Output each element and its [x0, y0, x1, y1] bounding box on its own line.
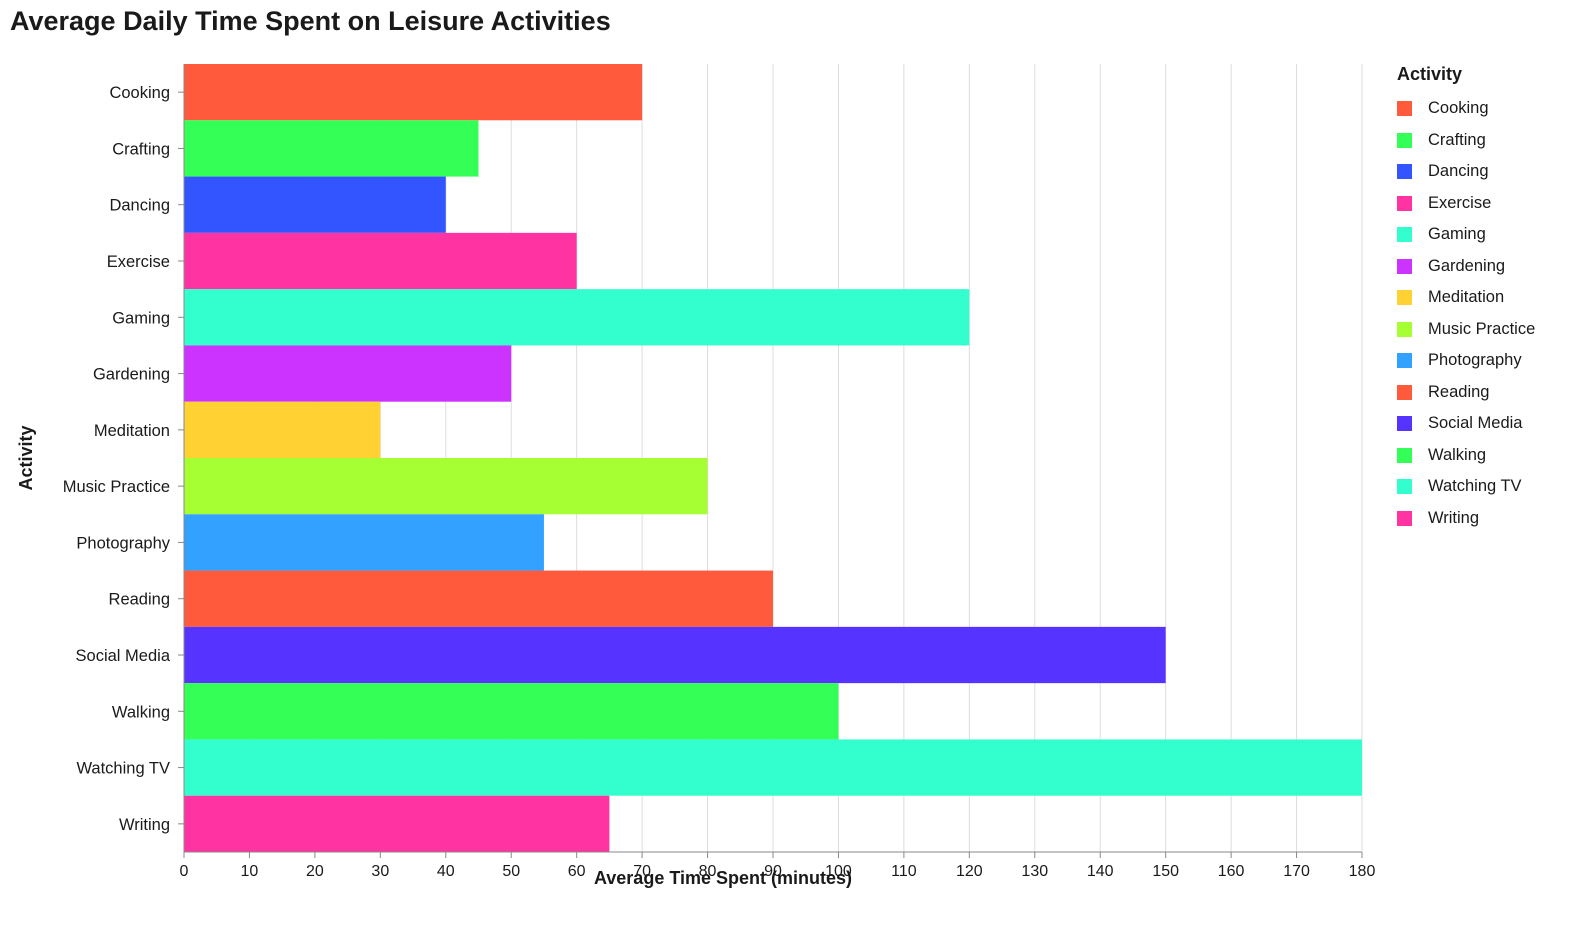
legend-label: Crafting	[1428, 130, 1486, 149]
bar-music-practice	[184, 458, 708, 515]
x-tick-label: 40	[437, 863, 455, 880]
legend-swatch	[1397, 353, 1412, 369]
y-tick-label: Watching TV	[76, 760, 170, 778]
x-tick-label: 100	[825, 863, 852, 880]
legend-title: Activity	[1397, 64, 1463, 84]
legend-swatch	[1397, 447, 1412, 463]
x-tick-label: 70	[633, 863, 651, 880]
y-tick-label: Dancing	[109, 197, 170, 215]
legend-swatch	[1397, 510, 1412, 526]
legend-swatch	[1397, 321, 1412, 337]
x-tick-label: 140	[1087, 863, 1114, 880]
y-tick-label: Gaming	[112, 309, 170, 327]
legend-label: Reading	[1428, 382, 1490, 401]
bar-photography	[184, 514, 544, 571]
x-tick-label: 50	[502, 863, 520, 880]
legend-item: Gardening	[1397, 251, 1535, 283]
x-tick-label: 120	[956, 863, 983, 880]
legend-label: Writing	[1428, 508, 1480, 527]
legend-swatch	[1397, 164, 1412, 180]
legend-label: Gaming	[1428, 225, 1486, 244]
legend-label: Exercise	[1428, 193, 1492, 212]
bar-social-media	[184, 626, 1166, 684]
legend-label: Cooking	[1428, 99, 1489, 118]
legend-swatch	[1397, 290, 1412, 306]
chart-title: Average Daily Time Spent on Leisure Acti…	[10, 6, 611, 36]
x-tick-label: 160	[1218, 863, 1245, 880]
x-tick-label: 130	[1021, 863, 1048, 880]
y-tick-label: Walking	[112, 703, 170, 721]
legend-swatch	[1397, 101, 1412, 117]
legend-label: Gardening	[1428, 256, 1506, 275]
legend-label: Watching TV	[1428, 477, 1522, 496]
x-tick-label: 90	[764, 863, 782, 880]
bar-crafting	[184, 120, 479, 177]
y-tick-label: Exercise	[107, 253, 170, 271]
bar-writing	[184, 795, 610, 852]
bar-cooking	[184, 64, 643, 121]
y-axis-title: Activity	[16, 425, 36, 490]
legend-item: Writing	[1397, 503, 1535, 535]
legend-item: Watching TV	[1397, 471, 1535, 503]
bar-meditation	[184, 401, 381, 458]
x-tick-label: 60	[568, 863, 586, 880]
legend-swatch	[1397, 479, 1412, 495]
x-tick-label: 150	[1152, 863, 1179, 880]
x-tick-label: 110	[891, 863, 917, 880]
legend-item: Crafting	[1397, 125, 1535, 157]
legend-item: Exercise	[1397, 188, 1535, 220]
bar-reading	[184, 570, 773, 627]
bar-dancing	[184, 176, 446, 233]
legend-item: Reading	[1397, 377, 1535, 409]
legend-items: Cooking Crafting Dancing Exercise Gaming Gard…	[1397, 93, 1535, 534]
legend-label: Music Practice	[1428, 319, 1536, 338]
x-tick-label: 80	[699, 863, 717, 880]
legend-label: Photography	[1428, 351, 1522, 370]
y-tick-label: Reading	[109, 591, 170, 609]
bar-walking	[184, 683, 839, 740]
legend-label: Walking	[1428, 445, 1487, 464]
legend-label: Social Media	[1428, 414, 1523, 433]
legend-item: Walking	[1397, 440, 1535, 472]
legend-item: Gaming	[1397, 219, 1535, 251]
x-tick-label: 20	[306, 863, 324, 880]
bar-watching-tv	[184, 739, 1362, 796]
legend-item: Cooking	[1397, 93, 1535, 125]
legend-swatch	[1397, 258, 1412, 274]
legend-item: Dancing	[1397, 156, 1535, 188]
legend-swatch	[1397, 195, 1412, 211]
x-tick-label: 30	[371, 863, 389, 880]
legend-swatch	[1397, 384, 1412, 400]
legend-item: Music Practice	[1397, 314, 1535, 346]
x-tick-label: 0	[180, 863, 189, 880]
y-tick-label: Meditation	[94, 422, 170, 440]
legend-label: Meditation	[1428, 288, 1505, 307]
y-tick-label: Music Practice	[63, 478, 170, 496]
legend-label: Dancing	[1428, 162, 1489, 181]
y-tick-label: Social Media	[76, 647, 171, 665]
legend: Activity Cooking Crafting Dancing Exercise G…	[1397, 64, 1535, 534]
legend-item: Photography	[1397, 345, 1535, 377]
x-tick-label: 180	[1349, 863, 1376, 880]
bar-gaming	[184, 289, 970, 346]
legend-swatch	[1397, 132, 1412, 148]
y-tick-label: Photography	[76, 534, 170, 552]
legend-item: Meditation	[1397, 282, 1535, 314]
y-tick-label: Crafting	[112, 140, 170, 158]
bar-gardening	[184, 345, 512, 402]
y-tick-label: Gardening	[93, 366, 170, 384]
legend-swatch	[1397, 416, 1412, 432]
y-tick-label: Writing	[119, 816, 170, 834]
x-tick-label: 170	[1283, 863, 1310, 880]
bar-exercise	[184, 232, 577, 290]
x-axis-title: Average Time Spent (minutes)	[594, 868, 852, 888]
x-tick-label: 10	[241, 863, 259, 880]
y-tick-label: Cooking	[109, 84, 170, 102]
legend-swatch	[1397, 227, 1412, 243]
legend-item: Social Media	[1397, 408, 1535, 440]
